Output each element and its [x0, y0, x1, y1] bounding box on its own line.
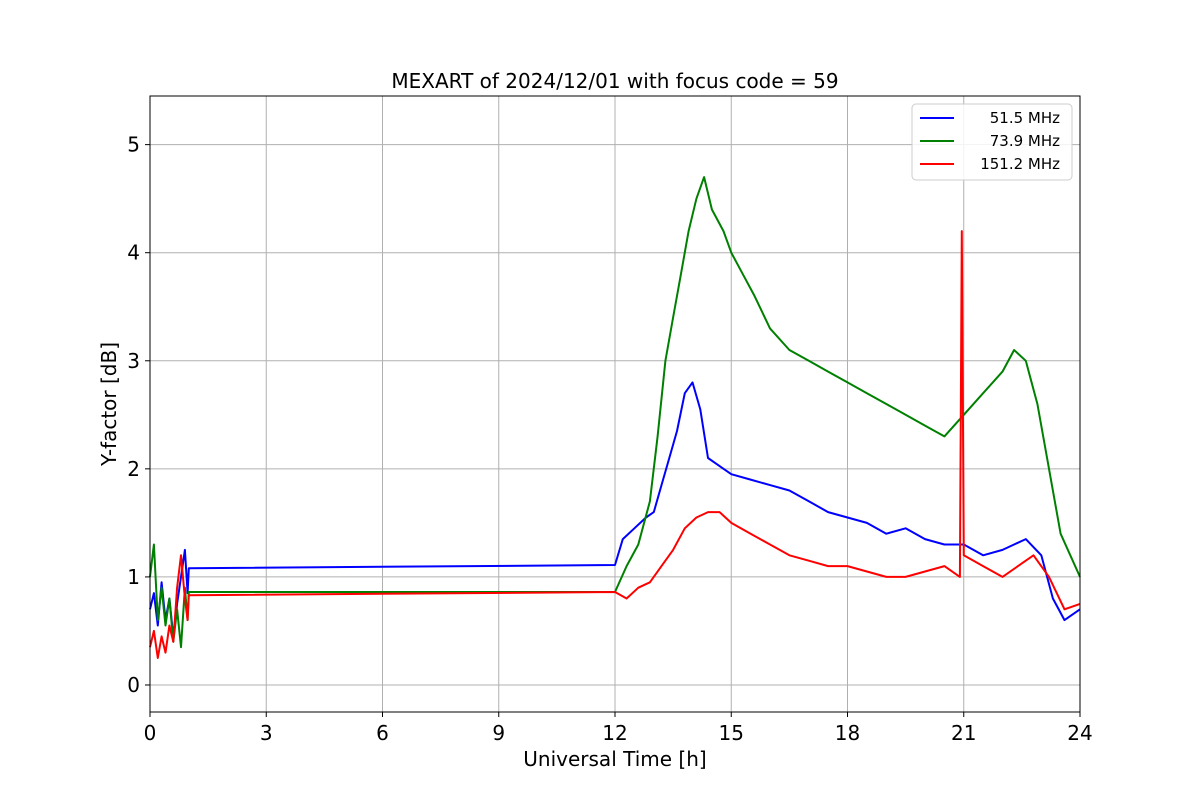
- legend-label-1: 51.5 MHz: [990, 109, 1060, 127]
- legend-label-3: 151.2 MHz: [980, 155, 1060, 173]
- x-tick-label: 12: [602, 721, 627, 745]
- x-axis-label: Universal Time [h]: [523, 747, 706, 771]
- series-layer: [149, 176, 1081, 659]
- x-tick-label: 18: [835, 721, 860, 745]
- y-tick-label: 4: [127, 241, 140, 265]
- y-tick-label: 3: [127, 349, 140, 373]
- series-line-1: [149, 381, 1081, 638]
- x-tick-label: 0: [144, 721, 157, 745]
- y-axis-ticks: 0 1 2 3 4 5: [127, 133, 150, 697]
- y-axis-label: Y-factor [dB]: [97, 342, 121, 467]
- y-tick-label: 1: [127, 565, 140, 589]
- x-tick-label: 15: [719, 721, 744, 745]
- legend-label-2: 73.9 MHz: [990, 132, 1060, 150]
- y-tick-label: 5: [127, 133, 140, 157]
- legend: 51.5 MHz 73.9 MHz 151.2 MHz: [911, 103, 1073, 181]
- y-tick-label: 0: [127, 673, 140, 697]
- y-tick-label: 2: [127, 457, 140, 481]
- x-tick-label: 24: [1067, 721, 1092, 745]
- chart-title: MEXART of 2024/12/01 with focus code = 5…: [391, 69, 838, 93]
- series-line-3: [149, 230, 1081, 659]
- x-tick-label: 3: [260, 721, 273, 745]
- grid: [149, 96, 1081, 712]
- series-line-2: [149, 176, 1081, 649]
- legend-box: [911, 103, 1073, 181]
- x-tick-label: 9: [492, 721, 505, 745]
- x-tick-label: 6: [376, 721, 389, 745]
- x-axis-ticks: 0 3 6 9 12 15 18 21 24: [144, 712, 1093, 745]
- x-tick-label: 21: [951, 721, 976, 745]
